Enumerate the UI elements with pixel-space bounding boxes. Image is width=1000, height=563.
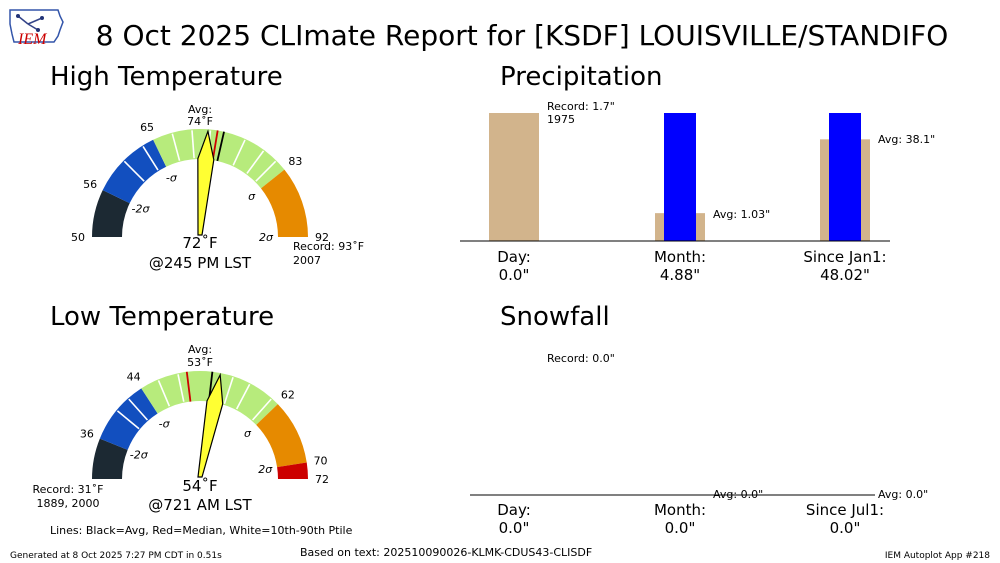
low-temp-time: @721 AM LST: [148, 496, 252, 514]
high-temp-record: Record: 93˚F: [293, 240, 364, 253]
gauge-tick-label: 44: [127, 371, 141, 384]
gauge-sigma-label: -σ: [166, 172, 178, 185]
percentile-line-7: [255, 160, 277, 182]
snow-cat-month: Month:: [654, 501, 706, 519]
gauge-band-0: [92, 438, 128, 479]
percentile-line-2: [171, 133, 181, 161]
low-temp-observed: 54˚F: [182, 477, 217, 495]
gauge-tick-label: 92: [315, 231, 329, 244]
snow-val-day: 0.0": [499, 519, 530, 537]
high-temp-time: @245 PM LST: [149, 254, 252, 272]
gauge-sigma-label: σ: [244, 427, 252, 440]
gauge-band-3: [260, 169, 308, 237]
gauge-tick-label: 62: [281, 388, 295, 401]
percentile-line-6: [251, 398, 272, 421]
iowa-outline: [9, 9, 64, 43]
footer-generated: Generated at 8 Oct 2025 7:27 PM CDT in 0…: [10, 551, 222, 561]
precipitation-panel: Precipitation Record: 1.7" 1975 Avg: 1.0…: [460, 62, 935, 284]
avg-bar: [489, 113, 539, 241]
gauge-band-1: [99, 388, 158, 450]
gauge-band-0: [92, 190, 130, 237]
snowfall-panel: Snowfall Record: 0.0" Avg: 0.0" Avg: 0.0…: [470, 302, 928, 537]
high-temp-title: High Temperature: [50, 62, 283, 92]
low-temp-avg-value: 53˚F: [187, 356, 213, 369]
snow-month-avg-annot: Avg: 0.0": [713, 488, 763, 501]
gauge-tick-label: 50: [71, 231, 85, 244]
gauge-sigma-label: -2σ: [132, 202, 151, 215]
snow-val-month: 0.0": [665, 519, 696, 537]
precip-val-day: 0.0": [499, 266, 530, 284]
percentile-line-0: [123, 160, 145, 182]
precip-record-years: 1975: [547, 113, 575, 126]
gauge-tick-label: 56: [83, 178, 97, 191]
precip-val-since: 48.02": [820, 266, 870, 284]
footer-source: Based on text: 202510090026-KLMK-CDUS43-…: [300, 546, 592, 559]
percentile-line-3: [191, 130, 195, 159]
high-temp-avg-label: Avg:: [188, 103, 212, 116]
observed-bar: [664, 113, 696, 241]
high-temp-record-years: 2007: [293, 254, 321, 267]
precip-val-month: 4.88": [660, 266, 700, 284]
gauge-sigma-label: 2σ: [259, 231, 274, 244]
percentile-line-5: [232, 139, 246, 166]
high-temp-avg-value: 74˚F: [187, 115, 213, 128]
footer-app: IEM Autoplot App #218: [885, 551, 990, 561]
gauge-sigma-label: -2σ: [130, 448, 149, 461]
precip-since-avg-annot: Avg: 38.1": [878, 133, 935, 146]
precip-month-avg-annot: Avg: 1.03": [713, 208, 770, 221]
snow-since-avg-annot: Avg: 0.0": [878, 488, 928, 501]
precip-cat-day: Day:: [497, 248, 531, 266]
gauge-tick-label: 83: [288, 155, 302, 168]
percentile-line-6: [246, 150, 265, 174]
gauge-tick-label: 70: [314, 454, 328, 467]
logo-text: IEM: [17, 31, 48, 48]
gauge-tick-label: 65: [140, 121, 154, 134]
percentile-line-1: [142, 145, 159, 171]
low-temp-title: Low Temperature: [50, 302, 274, 332]
average-line: [216, 131, 225, 162]
precip-cat-month: Month:: [654, 248, 706, 266]
percentile-line-3: [177, 374, 185, 402]
percentile-line-1: [128, 398, 149, 421]
gauge-sigma-label: -σ: [159, 418, 171, 431]
percentile-line-0: [116, 410, 140, 430]
legend-note: Lines: Black=Avg, Red=Median, White=10th…: [50, 524, 353, 537]
low-temp-avg-label: Avg:: [188, 343, 212, 356]
gauge-tick-label: 36: [80, 427, 94, 440]
percentile-line-2: [157, 380, 171, 407]
high-temperature-gauge: High Temperature 50 56 65 83 92 -2σ -σ σ 2σ Avg:…: [50, 62, 364, 272]
low-temp-record: Record: 31˚F: [32, 483, 103, 496]
high-temp-observed: 72˚F: [182, 234, 217, 252]
low-temp-record-years: 1889, 2000: [37, 497, 100, 510]
percentile-line-4: [223, 376, 234, 405]
gauge-tick-label: 72: [315, 473, 329, 486]
snow-cat-day: Day:: [497, 501, 531, 519]
gauge-band-4: [277, 462, 308, 479]
iem-logo: IEM: [8, 6, 64, 50]
page-title: 8 Oct 2025 CLImate Report for [KSDF] LOU…: [96, 19, 948, 52]
median-line: [211, 130, 219, 161]
percentile-line-5: [235, 383, 251, 410]
precip-title: Precipitation: [500, 62, 663, 92]
snow-cat-since: Since Jul1:: [806, 501, 884, 519]
observed-bar: [829, 113, 861, 241]
snow-title: Snowfall: [500, 302, 610, 332]
gauge-sigma-label: 2σ: [258, 463, 273, 476]
gauge-band-3: [256, 404, 307, 468]
gauge-sigma-label: σ: [248, 190, 256, 203]
snow-record-annot: Record: 0.0": [547, 352, 615, 365]
median-line: [185, 371, 192, 402]
gauge-needle: [197, 129, 215, 236]
precip-cat-since: Since Jan1:: [803, 248, 886, 266]
gauge-needle: [197, 372, 224, 478]
precip-record-annot: Record: 1.7": [547, 100, 615, 113]
snow-val-since: 0.0": [830, 519, 861, 537]
